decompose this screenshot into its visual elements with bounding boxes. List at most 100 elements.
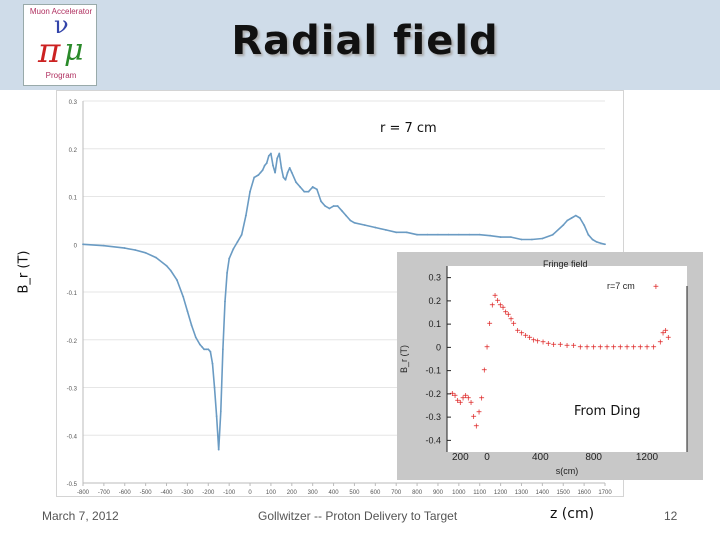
inset-data-point: + bbox=[535, 337, 541, 348]
data-point bbox=[186, 310, 189, 312]
inset-y-tick-label: 0.2 bbox=[428, 296, 441, 306]
header-banner: Muon Accelerator ν π μ Program Radial fi… bbox=[0, 0, 720, 90]
data-point bbox=[211, 362, 214, 365]
inset-data-point: + bbox=[487, 319, 493, 330]
data-point bbox=[272, 164, 274, 167]
data-point bbox=[217, 448, 220, 451]
inset-data-point: + bbox=[660, 328, 666, 339]
data-point bbox=[566, 219, 569, 222]
y-tick-label: 0 bbox=[74, 243, 78, 249]
x-tick-label: 1700 bbox=[598, 490, 612, 496]
x-tick-label: 700 bbox=[391, 490, 402, 496]
data-point bbox=[468, 233, 471, 236]
logo-mu-glyph: μ bbox=[64, 33, 84, 68]
inset-data-point: + bbox=[495, 296, 501, 307]
data-point bbox=[286, 171, 289, 174]
data-point bbox=[203, 348, 206, 351]
x-tick-label: 1400 bbox=[536, 490, 550, 496]
inset-data-point: + bbox=[564, 341, 570, 352]
data-point bbox=[345, 214, 347, 217]
inset-y-tick-label: 0 bbox=[436, 342, 441, 352]
data-point bbox=[123, 247, 126, 249]
data-point bbox=[574, 214, 577, 217]
data-point bbox=[307, 190, 310, 193]
x-tick-label: 500 bbox=[349, 490, 360, 496]
logo-nu-glyph: ν bbox=[54, 11, 69, 39]
inset-data-point: + bbox=[473, 421, 479, 432]
data-point bbox=[201, 346, 203, 348]
inset-x-axis-label: s(cm) bbox=[556, 466, 579, 476]
data-point bbox=[395, 231, 398, 234]
y-tick-label: 0.2 bbox=[69, 148, 78, 154]
data-point bbox=[587, 233, 590, 236]
x-tick-label: 900 bbox=[433, 490, 444, 496]
data-point bbox=[320, 200, 322, 203]
data-point bbox=[224, 300, 226, 303]
inset-data-point: + bbox=[452, 391, 458, 402]
x-tick-label: 1600 bbox=[577, 490, 591, 496]
data-point bbox=[278, 152, 281, 155]
data-point bbox=[249, 190, 251, 193]
inset-y-tick-label: 0.1 bbox=[428, 319, 441, 329]
data-point bbox=[219, 410, 222, 413]
data-point bbox=[336, 205, 339, 207]
inset-data-point: + bbox=[644, 342, 650, 353]
data-point bbox=[328, 207, 331, 210]
inset-data-point: + bbox=[597, 342, 603, 353]
logo-top-text: Muon Accelerator bbox=[29, 7, 93, 16]
inset-annotation: r=7 cm bbox=[607, 281, 635, 291]
x-tick-label: 1500 bbox=[557, 490, 571, 496]
inset-data-point: + bbox=[604, 342, 610, 353]
inset-y-tick-label: 0.3 bbox=[428, 273, 441, 283]
data-point bbox=[457, 233, 460, 236]
inset-data-point: + bbox=[631, 342, 637, 353]
data-point bbox=[303, 190, 306, 193]
data-point bbox=[102, 244, 105, 247]
inset-data-point: + bbox=[463, 391, 469, 402]
radius-label: r = 7 cm bbox=[380, 121, 437, 136]
data-point bbox=[604, 243, 606, 246]
inset-data-point: + bbox=[489, 301, 495, 312]
data-point bbox=[267, 155, 270, 157]
inset-data-point: + bbox=[465, 394, 471, 405]
data-point bbox=[165, 264, 168, 267]
inset-y-axis-label: B_r (T) bbox=[399, 345, 409, 373]
data-point bbox=[236, 240, 239, 243]
data-point bbox=[288, 166, 291, 169]
y-tick-label: -0.3 bbox=[67, 387, 78, 393]
y-tick-label: 0.1 bbox=[69, 196, 78, 202]
y-tick-label: -0.5 bbox=[67, 482, 78, 488]
inset-data-point: + bbox=[511, 319, 517, 330]
data-point bbox=[270, 152, 272, 155]
y-tick-label: -0.4 bbox=[67, 434, 78, 440]
inset-data-point: + bbox=[611, 342, 617, 353]
data-point bbox=[284, 178, 287, 181]
slide-title: Radial field bbox=[231, 18, 499, 64]
data-point bbox=[599, 242, 602, 245]
data-point bbox=[182, 295, 185, 298]
inset-data-point: + bbox=[503, 308, 509, 319]
data-point bbox=[226, 272, 228, 274]
inset-chart-panel: -0.4 -0.3 -0.2 -0.1 0 0.1 0.2 0.3 200 0 400 800 1200… bbox=[397, 252, 703, 480]
inset-data-point: + bbox=[591, 342, 597, 353]
data-point bbox=[276, 157, 279, 160]
x-tick-label: -300 bbox=[181, 490, 194, 496]
footer-center-text: Gollwitzer -- Proton Delivery to Target bbox=[258, 509, 458, 523]
data-point bbox=[499, 236, 502, 238]
data-point bbox=[209, 350, 212, 353]
data-point bbox=[263, 164, 266, 167]
inset-data-point: + bbox=[455, 396, 461, 407]
inset-data-point: + bbox=[449, 389, 455, 400]
inset-x-tick-label: 800 bbox=[585, 452, 602, 463]
footer-date: March 7, 2012 bbox=[42, 509, 119, 523]
data-point bbox=[591, 238, 594, 241]
inset-data-point: + bbox=[492, 291, 498, 302]
data-point bbox=[299, 186, 302, 188]
x-tick-label: 600 bbox=[370, 490, 381, 496]
data-point bbox=[82, 243, 84, 246]
data-point bbox=[259, 171, 262, 174]
data-point bbox=[332, 205, 335, 207]
data-point bbox=[257, 174, 260, 176]
data-point bbox=[215, 415, 218, 418]
y-tick-label: 0.3 bbox=[69, 100, 78, 106]
